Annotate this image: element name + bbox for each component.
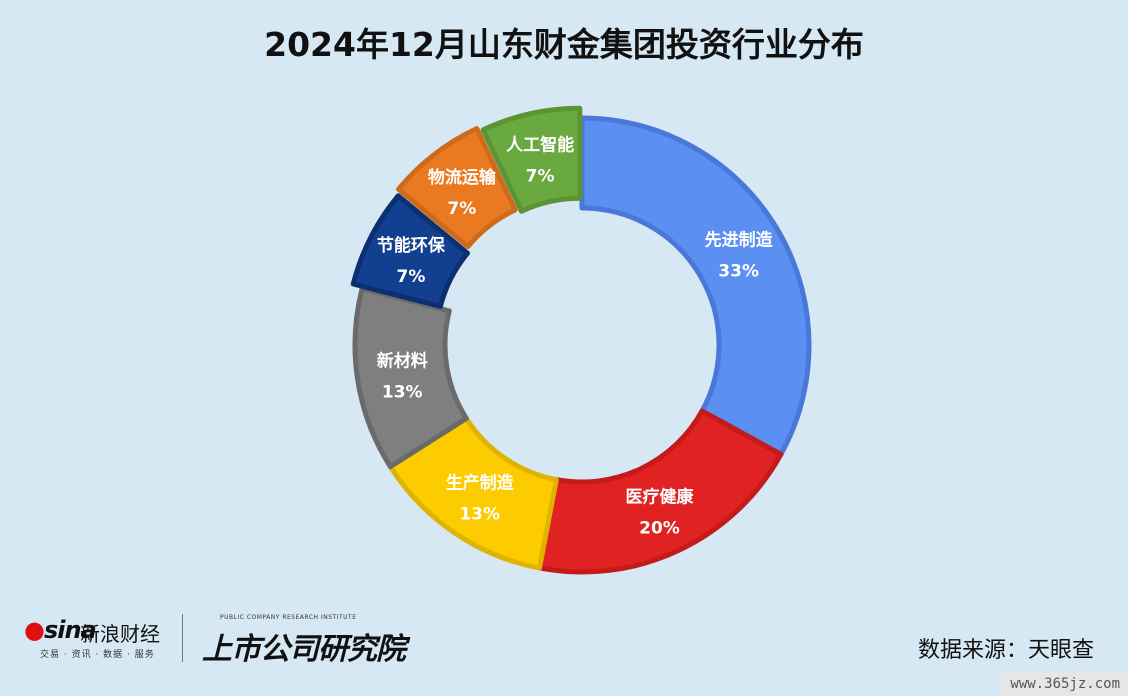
slice-category-label-7: 人工智能 xyxy=(506,135,574,156)
watermark: www.365jz.com xyxy=(1000,673,1128,696)
institute-english-name: PUBLIC COMPANY RESEARCH INSTITUTE xyxy=(220,614,357,621)
donut-slice-7 xyxy=(480,105,583,214)
sina-logo: ●sina xyxy=(24,616,97,644)
donut-slice-6 xyxy=(396,126,518,250)
slice-category-label-6: 物流运输 xyxy=(428,167,497,188)
slice-category-label-3: 生产制造 xyxy=(446,473,515,494)
slice-value-label-2: 20% xyxy=(639,519,680,539)
slice-category-label-5: 节能环保 xyxy=(377,235,446,256)
slice-category-label-1: 先进制造 xyxy=(705,229,774,250)
donut-slice-5 xyxy=(350,193,471,309)
donut-slice-1 xyxy=(579,115,812,457)
footer-divider xyxy=(182,614,183,662)
chart-title: 2024年12月山东财金集团投资行业分布 xyxy=(264,25,864,64)
donut-slice-2 xyxy=(536,408,784,575)
slice-value-label-7: 7% xyxy=(526,167,555,187)
sina-eye-icon: ● xyxy=(24,616,45,644)
slice-value-label-6: 7% xyxy=(447,199,476,219)
slice-value-label-1: 33% xyxy=(718,261,759,281)
sina-brand-name: 新浪财经 xyxy=(80,622,160,646)
sina-tagline: 交易 · 资讯 · 数据 · 服务 xyxy=(40,650,155,660)
slice-value-label-5: 7% xyxy=(396,267,425,287)
slice-category-label-2: 医疗健康 xyxy=(625,487,694,508)
slice-value-label-4: 13% xyxy=(382,382,423,402)
data-source: 数据来源：天眼查 xyxy=(917,638,1094,663)
slice-category-label-4: 新材料 xyxy=(377,350,428,371)
institute-logo: 上市公司研究院 xyxy=(202,632,406,667)
slice-value-label-3: 13% xyxy=(459,505,500,525)
